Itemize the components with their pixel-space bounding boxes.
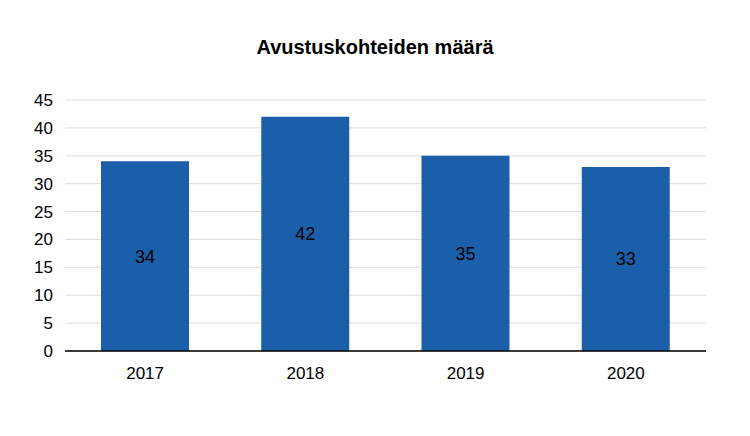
svg-text:2017: 2017 — [126, 364, 164, 383]
svg-text:0: 0 — [44, 342, 53, 361]
svg-text:15: 15 — [34, 258, 53, 277]
svg-text:33: 33 — [616, 249, 636, 269]
svg-text:30: 30 — [34, 175, 53, 194]
svg-text:5: 5 — [44, 314, 53, 333]
svg-text:34: 34 — [135, 247, 155, 267]
svg-text:25: 25 — [34, 203, 53, 222]
svg-text:35: 35 — [455, 244, 475, 264]
svg-text:10: 10 — [34, 286, 53, 305]
svg-text:2018: 2018 — [286, 364, 324, 383]
svg-text:35: 35 — [34, 147, 53, 166]
svg-text:20: 20 — [34, 230, 53, 249]
svg-text:42: 42 — [295, 224, 315, 244]
svg-text:45: 45 — [34, 91, 53, 110]
svg-text:40: 40 — [34, 119, 53, 138]
svg-text:2020: 2020 — [607, 364, 645, 383]
html-text:Avustuskohteiden määrä: Avustuskohteiden määrä — [256, 36, 494, 58]
svg-text:2019: 2019 — [447, 364, 485, 383]
